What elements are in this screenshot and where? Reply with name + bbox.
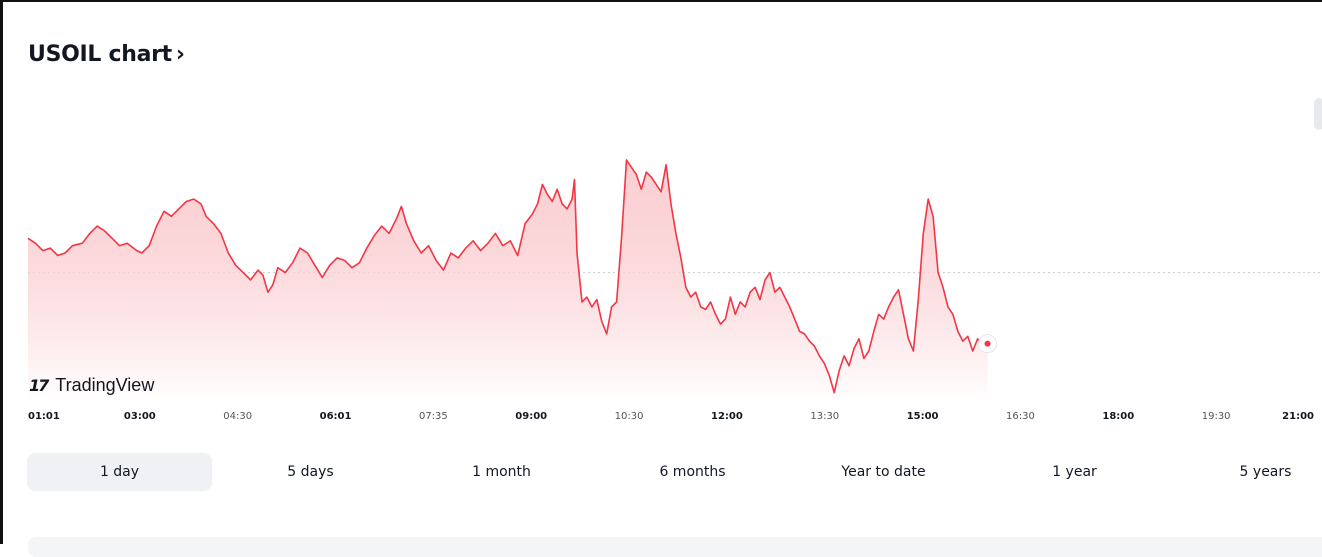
last-price-dot[interactable] bbox=[984, 340, 991, 347]
x-tick-label: 18:00 bbox=[1102, 411, 1135, 422]
next-section-card bbox=[28, 537, 1322, 557]
x-tick-label: 21:00 bbox=[1282, 411, 1314, 422]
x-tick-label: 15:00 bbox=[906, 411, 939, 422]
x-tick-label: 13:30 bbox=[810, 411, 840, 422]
x-tick-label: 19:30 bbox=[1201, 411, 1231, 422]
range-button-1-day[interactable]: 1 day bbox=[27, 453, 212, 491]
x-tick-label: 07:35 bbox=[418, 411, 448, 422]
x-tick-label: 04:30 bbox=[223, 411, 253, 422]
price-line-series bbox=[27, 159, 988, 394]
x-tick-label: 01:01 bbox=[28, 411, 60, 422]
x-tick-label: 06:01 bbox=[319, 411, 352, 422]
top-border bbox=[0, 0, 1322, 2]
range-button-1-month[interactable]: 1 month bbox=[472, 464, 531, 480]
price-chart[interactable] bbox=[0, 0, 1322, 410]
price-area-fill bbox=[28, 159, 988, 402]
x-tick-label: 09:00 bbox=[515, 411, 548, 422]
x-tick-label: 10:30 bbox=[614, 411, 644, 422]
range-button-year-to-date[interactable]: Year to date bbox=[841, 464, 926, 480]
chevron-right-icon: › bbox=[175, 42, 185, 67]
side-scroll-handle[interactable] bbox=[1314, 98, 1322, 130]
x-tick-label: 16:30 bbox=[1006, 411, 1035, 422]
x-tick-label: 12:00 bbox=[711, 411, 743, 422]
range-button-1-year[interactable]: 1 year bbox=[1052, 464, 1097, 480]
x-tick-label: 03:00 bbox=[123, 411, 156, 422]
page-title: USOIL chart bbox=[28, 42, 172, 67]
tradingview-mark-icon: 17 bbox=[29, 376, 49, 395]
left-border bbox=[0, 0, 3, 544]
tradingview-logo[interactable]: 17 TradingView bbox=[29, 375, 154, 396]
range-button-5-years[interactable]: 5 years bbox=[1239, 464, 1292, 480]
tradingview-wordmark: TradingView bbox=[55, 375, 155, 395]
chart-title-link[interactable]: USOIL chart › bbox=[28, 42, 185, 67]
range-button-6-months[interactable]: 6 months bbox=[659, 464, 726, 480]
range-button-5-days[interactable]: 5 days bbox=[287, 464, 334, 480]
